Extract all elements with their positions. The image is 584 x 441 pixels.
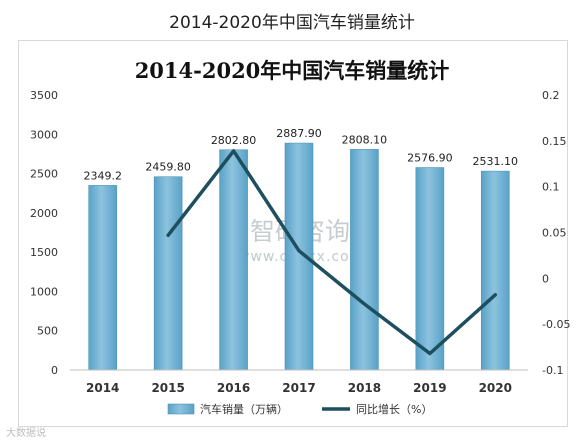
y-left-tick-500: 500 xyxy=(37,325,58,338)
page-title: 2014-2020年中国汽车销量统计 xyxy=(169,13,415,33)
bar-label-2017: 2887.90 xyxy=(276,127,322,140)
bar-2020 xyxy=(480,170,510,371)
x-tick-2015: 2015 xyxy=(151,381,184,395)
y-left-tick-2500: 2500 xyxy=(30,168,58,181)
y-right-tick-0.2: 0.2 xyxy=(542,89,560,102)
bar-label-2016: 2802.80 xyxy=(211,134,257,147)
x-tick-2019: 2019 xyxy=(413,381,446,395)
legend-bar-label: 汽车销量（万辆） xyxy=(200,402,288,416)
bar-2014 xyxy=(88,185,118,371)
bar-label-2020: 2531.10 xyxy=(473,155,519,168)
bar-2016 xyxy=(219,149,248,371)
y-left-tick-1500: 1500 xyxy=(30,246,58,259)
y-left-tick-2000: 2000 xyxy=(30,207,58,220)
x-tick-2018: 2018 xyxy=(348,381,381,395)
bar-label-2015: 2459.80 xyxy=(145,161,191,174)
y-left-tick-3000: 3000 xyxy=(30,128,58,141)
y-right-tick-0.1: 0.1 xyxy=(542,181,560,194)
x-tick-2017: 2017 xyxy=(282,381,315,395)
bar-2015 xyxy=(153,176,183,371)
y-right-tick-0.15: 0.15 xyxy=(542,135,567,148)
y-right-tick--0.1: -0.1 xyxy=(542,364,563,377)
legend-line-label: 同比增长（%） xyxy=(356,402,432,416)
bar-label-2018: 2808.10 xyxy=(342,133,388,146)
y-right-tick-0: 0 xyxy=(542,272,549,285)
bar-2019 xyxy=(415,167,445,371)
chart-title: 2014-2020年中国汽车销量统计 xyxy=(134,58,450,83)
x-tick-2016: 2016 xyxy=(217,381,250,395)
x-tick-2020: 2020 xyxy=(479,381,512,395)
y-right-tick--0.05: -0.05 xyxy=(542,318,570,331)
y-left-tick-1000: 1000 xyxy=(30,285,58,298)
x-tick-2014: 2014 xyxy=(86,381,119,395)
y-left-tick-0: 0 xyxy=(51,364,58,377)
bar-label-2014: 2349.2 xyxy=(83,169,122,182)
y-left-tick-3500: 3500 xyxy=(30,89,58,102)
bar-2018 xyxy=(350,149,379,371)
growth-line xyxy=(166,149,498,356)
y-right-tick-0.05: 0.05 xyxy=(542,227,567,240)
footer-note: 大数据说 xyxy=(6,428,46,439)
bar-label-2019: 2576.90 xyxy=(407,152,453,165)
legend-bar-swatch xyxy=(167,403,195,415)
